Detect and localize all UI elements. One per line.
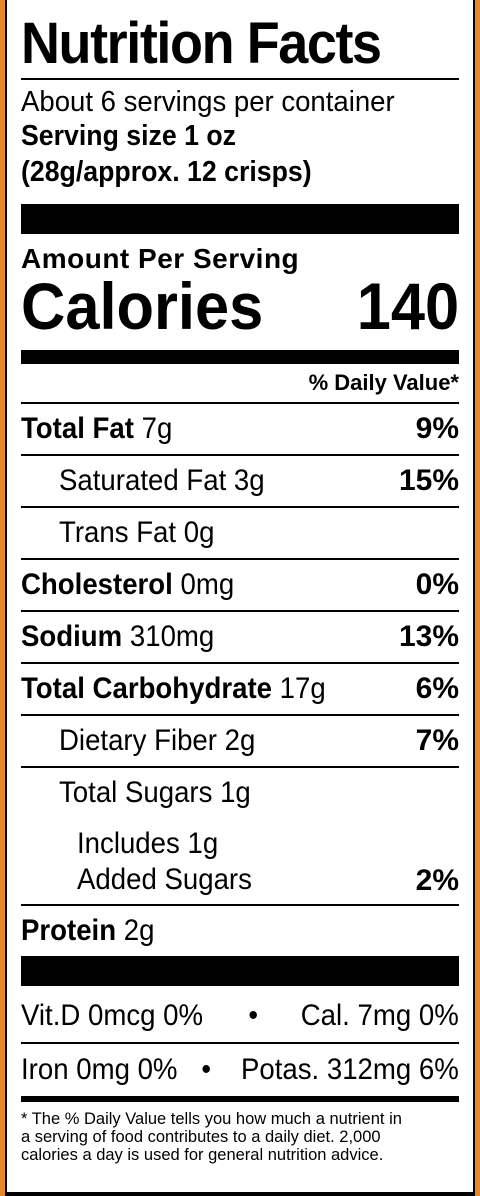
nutrient-dv: 2% xyxy=(415,864,459,897)
vitamin-right: Potas. 312mg 6% xyxy=(241,1053,459,1086)
amount-per-serving: Amount Per Serving xyxy=(21,243,300,274)
thick-divider xyxy=(21,204,459,234)
vitamin-left: Iron 0mg 0% xyxy=(21,1053,178,1086)
nutrient-amount: 310mg xyxy=(122,620,215,653)
nutrient-name: Protein xyxy=(21,914,117,947)
nutrient-row-dietary-fiber: Dietary Fiber 2g 7% xyxy=(21,714,459,766)
calories-label: Calories xyxy=(21,269,264,343)
thick-divider xyxy=(21,956,459,986)
vitamin-right: Cal. 7mg 0% xyxy=(300,999,459,1032)
calories-value: 140 xyxy=(356,269,459,343)
nutrient-amount: Includes 1g xyxy=(77,827,219,860)
footnote: * The % Daily Value tells you how much a… xyxy=(21,1110,459,1164)
nutrient-amount: Total Sugars 1g xyxy=(59,776,251,809)
servings-per-container: About 6 servings per container xyxy=(21,86,395,118)
vitamin-left: Vit.D 0mcg 0% xyxy=(21,999,204,1032)
nutrient-amount: Saturated Fat 3g xyxy=(59,464,265,497)
footnote-line: * The % Daily Value tells you how much a… xyxy=(21,1110,402,1128)
nutrient-dv: 6% xyxy=(415,672,459,705)
medium-divider xyxy=(21,350,459,364)
nutrient-dv: 13% xyxy=(398,620,459,653)
footnote-line: a serving of food contributes to a daily… xyxy=(21,1128,381,1146)
nutrient-dv: 0% xyxy=(415,568,459,601)
nutrition-facts-label: Nutrition Facts About 6 servings per con… xyxy=(5,0,475,1196)
nutrient-row-protein: Protein 2g xyxy=(21,904,459,956)
nutrient-amount: Dietary Fiber 2g xyxy=(59,724,256,757)
label-title: Nutrition Facts xyxy=(21,11,382,76)
footnote-divider xyxy=(21,1096,459,1102)
daily-value-header: % Daily Value* xyxy=(308,370,459,395)
bottom-border xyxy=(7,1192,473,1196)
nutrient-dv: 7% xyxy=(415,724,459,757)
bullet-separator: • xyxy=(201,1053,212,1086)
nutrient-amount: Trans Fat 0g xyxy=(59,516,215,549)
nutrient-row-added-sugars: Includes 1g Added Sugars 2% xyxy=(21,818,459,904)
nutrient-dv: 9% xyxy=(415,412,459,445)
nutrient-dv: 15% xyxy=(398,464,459,497)
nutrient-amount: 17g xyxy=(271,672,326,705)
vitamin-row-1: Vit.D 0mcg 0% • Cal. 7mg 0% xyxy=(21,990,459,1042)
nutrient-name: Total Fat xyxy=(21,412,134,445)
nutrient-amount: 7g xyxy=(133,412,173,445)
nutrient-row-cholesterol: Cholesterol 0mg 0% xyxy=(21,558,459,610)
divider xyxy=(21,1042,459,1044)
nutrient-amount-line2: Added Sugars xyxy=(77,863,252,896)
nutrient-name: Cholesterol xyxy=(21,568,173,601)
divider xyxy=(21,78,459,80)
calories-row: Calories 140 xyxy=(21,269,459,343)
bullet-separator: • xyxy=(248,999,258,1032)
footnote-line: calories a day is used for general nutri… xyxy=(21,1146,384,1164)
nutrient-name: Total Carbohydrate xyxy=(21,672,272,705)
serving-size-line1: Serving size 1 oz xyxy=(21,120,237,152)
nutrient-row-sodium: Sodium 310mg 13% xyxy=(21,610,459,662)
nutrient-row-trans-fat: Trans Fat 0g xyxy=(21,506,459,558)
nutrient-row-total-sugars: Total Sugars 1g xyxy=(21,766,459,818)
nutrient-amount: 2g xyxy=(116,914,155,947)
nutrient-row-total-fat: Total Fat 7g 9% xyxy=(21,402,459,454)
nutrient-name: Sodium xyxy=(21,620,123,653)
nutrient-amount: 0mg xyxy=(172,568,235,601)
serving-size-line2: (28g/approx. 12 crisps) xyxy=(21,156,312,188)
nutrient-row-saturated-fat: Saturated Fat 3g 15% xyxy=(21,454,459,506)
nutrient-row-total-carbohydrate: Total Carbohydrate 17g 6% xyxy=(21,662,459,714)
vitamin-row-2: Iron 0mg 0% • Potas. 312mg 6% xyxy=(21,1044,459,1096)
